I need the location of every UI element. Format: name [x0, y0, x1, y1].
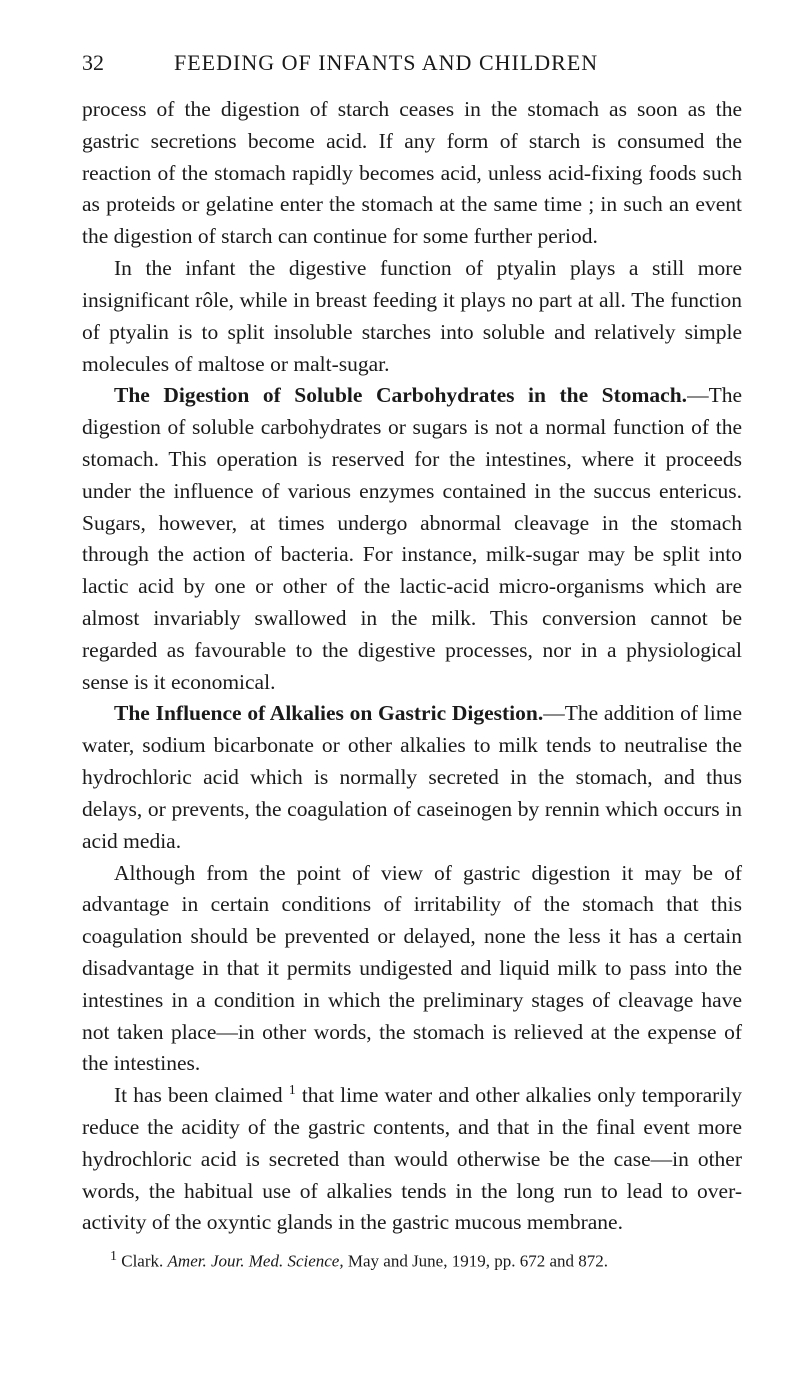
footnote-journal: Amer. Jour. Med. Science,: [168, 1252, 344, 1271]
footnote-number: 1: [110, 1249, 117, 1264]
footnote: 1 Clark. Amer. Jour. Med. Science, May a…: [82, 1249, 742, 1272]
paragraph-1: process of the digestion of starch cease…: [82, 94, 742, 253]
paragraph-4: The Influence of Alkalies on Gastric Dig…: [82, 698, 742, 857]
page-header: 32 FEEDING OF INFANTS AND CHILDREN: [82, 50, 742, 76]
page-number: 32: [82, 50, 104, 76]
paragraph-5: Although from the point of view of gastr…: [82, 858, 742, 1081]
body-text-container: process of the digestion of starch cease…: [82, 94, 742, 1239]
paragraph-6: It has been claimed 1 that lime water an…: [82, 1080, 742, 1239]
running-title: FEEDING OF INFANTS AND CHILDREN: [174, 50, 598, 76]
footnote-rest: May and June, 1919, pp. 672 and 872.: [344, 1252, 608, 1271]
section-heading-digestion: The Digestion of Soluble Carbohydrates i…: [114, 383, 687, 407]
footnote-author: Clark.: [117, 1252, 168, 1271]
paragraph-3: The Digestion of Soluble Carbohydrates i…: [82, 380, 742, 698]
footnote-marker-sup: 1: [289, 1083, 296, 1098]
paragraph-3-body: —The digestion of soluble carbohydrates …: [82, 383, 742, 693]
paragraph-6-part1: It has been claimed: [114, 1083, 289, 1107]
paragraph-2: In the infant the digestive function of …: [82, 253, 742, 380]
section-heading-influence: The Influence of Alkalies on Gastric Dig…: [114, 701, 543, 725]
